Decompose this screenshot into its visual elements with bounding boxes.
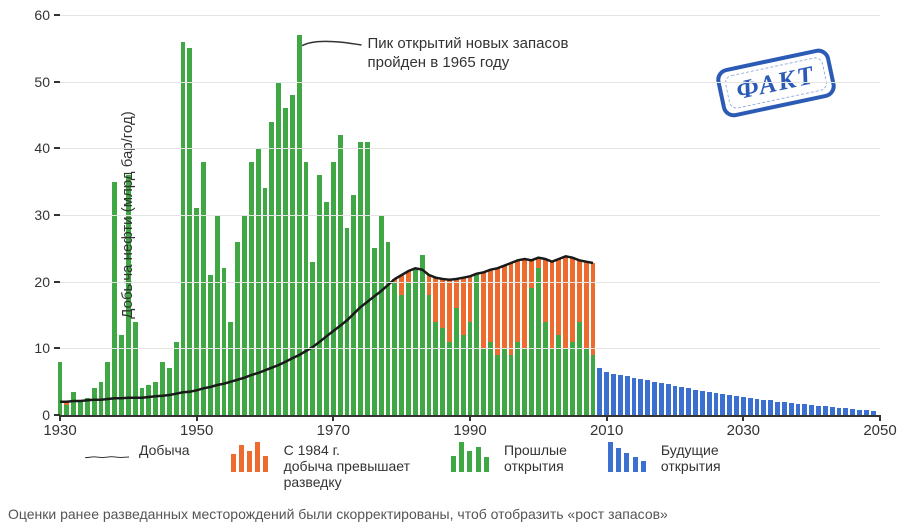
y-tick-label: 30 xyxy=(20,207,50,223)
annotation-arrow xyxy=(60,15,360,165)
y-tick-label: 40 xyxy=(20,140,50,156)
y-tick-label: 60 xyxy=(20,7,50,23)
gridline xyxy=(60,282,880,283)
annotation-line2: пройден в 1965 году xyxy=(368,54,510,71)
gridline xyxy=(60,348,880,349)
x-tick-label: 2050 xyxy=(863,422,896,439)
legend-line-label: Добыча xyxy=(139,442,190,458)
legend-item-deficit: С 1984 г. добыча превышает разведку xyxy=(226,442,410,490)
x-tick-label: 1970 xyxy=(317,422,350,439)
legend-orange-swatch xyxy=(226,442,274,472)
gridline xyxy=(60,82,880,83)
gridline xyxy=(60,148,880,149)
x-tick-label: 1990 xyxy=(453,422,486,439)
annotation-line1: Пик открытий новых запасов xyxy=(368,35,569,52)
stamp-text: ФАКТ xyxy=(733,60,817,105)
legend: Добыча С 1984 г. добыча превышает развед… xyxy=(85,442,885,492)
legend-future-label: Будущие открытия xyxy=(661,442,721,474)
legend-past-label: Прошлые открытия xyxy=(504,442,567,474)
y-tick-label: 0 xyxy=(20,407,50,423)
x-tick-label: 1930 xyxy=(43,422,76,439)
legend-item-past: Прошлые открытия xyxy=(446,442,567,474)
y-tick-label: 50 xyxy=(20,74,50,90)
gridline xyxy=(60,15,880,16)
plot-area: Добыча нефти (млрд бар/год) Пик открытий… xyxy=(60,15,880,417)
legend-deficit-label: С 1984 г. добыча превышает разведку xyxy=(284,442,410,490)
legend-line-swatch xyxy=(85,442,129,472)
legend-item-future: Будущие открытия xyxy=(603,442,721,474)
legend-item-line: Добыча xyxy=(85,442,190,472)
x-tick-label: 1950 xyxy=(180,422,213,439)
annotation-text: Пик открытий новых запасов пройден в 196… xyxy=(368,35,569,73)
y-tick-label: 20 xyxy=(20,274,50,290)
gridline xyxy=(60,215,880,216)
legend-blue-swatch xyxy=(603,442,651,472)
legend-green-swatch xyxy=(446,442,494,472)
x-tick-label: 2010 xyxy=(590,422,623,439)
footnote: Оценки ранее разведанных месторождений б… xyxy=(8,506,668,522)
y-tick-label: 10 xyxy=(20,340,50,356)
x-tick-label: 2030 xyxy=(727,422,760,439)
